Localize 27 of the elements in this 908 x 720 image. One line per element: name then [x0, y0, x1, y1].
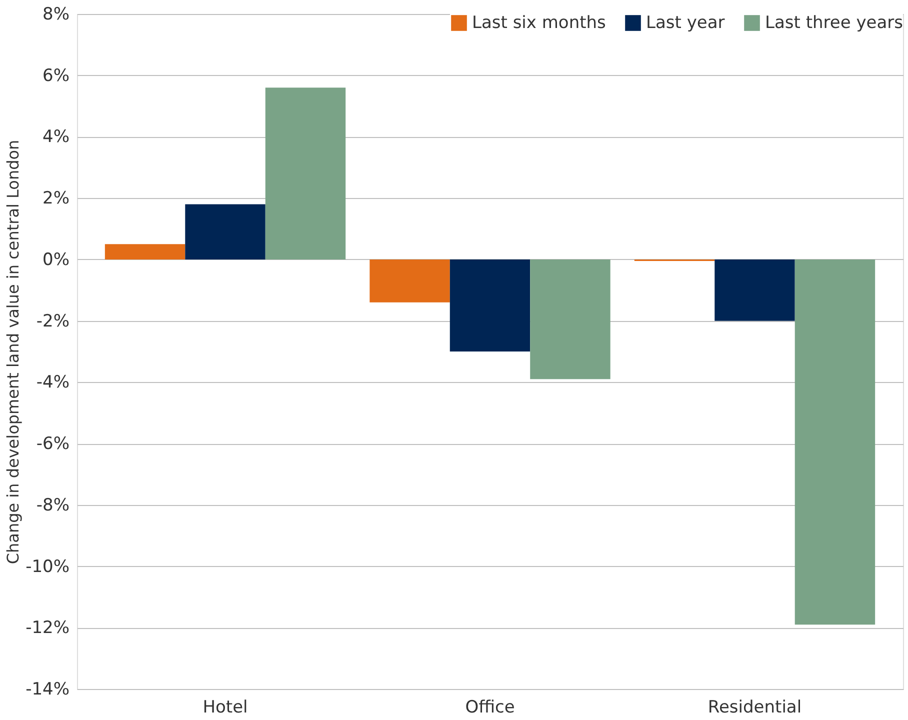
y-tick-label: -6% — [36, 434, 70, 454]
bar — [794, 259, 876, 625]
y-tick-label: 6% — [42, 66, 70, 86]
legend-label: Last six months — [472, 13, 606, 33]
y-tick-label: -14% — [26, 680, 70, 700]
y-tick-label: 8% — [42, 4, 70, 24]
y-tick-label: -4% — [36, 372, 70, 393]
bar — [104, 244, 186, 260]
bar — [714, 259, 795, 321]
y-tick-label: 0% — [42, 250, 70, 270]
y-tick-label: 4% — [42, 127, 70, 148]
bar — [450, 259, 530, 352]
x-tick-label: Residential — [708, 698, 802, 718]
y-tick-label: 2% — [42, 188, 70, 209]
x-tick-label: Hotel — [202, 698, 248, 718]
x-tick-label: Office — [465, 698, 515, 718]
bar — [265, 88, 346, 260]
y-tick-label: -2% — [36, 311, 70, 332]
y-tick-label: -12% — [26, 618, 70, 638]
legend-label: Last year — [646, 13, 725, 33]
legend-label: Last three years — [765, 13, 904, 33]
bar — [530, 259, 610, 380]
y-tick-label: -8% — [36, 495, 70, 516]
y-axis-title: Change in development land value in central London — [4, 140, 23, 564]
y-tick-label: -10% — [26, 556, 70, 577]
bar — [370, 259, 450, 302]
bar — [185, 204, 266, 260]
